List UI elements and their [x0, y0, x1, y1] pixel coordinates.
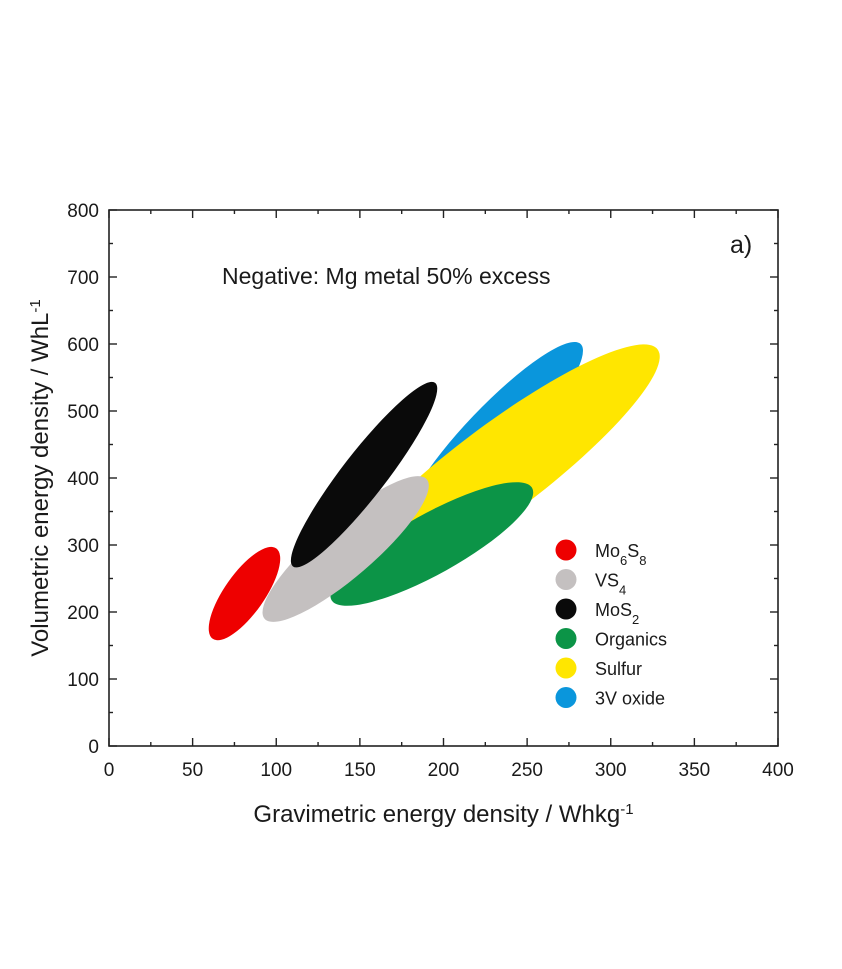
legend-label-part: Organics — [595, 630, 667, 650]
legend-label: Sulfur — [595, 659, 642, 679]
region-vs4 — [262, 476, 429, 622]
x-tick-label: 300 — [595, 760, 627, 781]
y-axis-label-main: Volumetric energy density / WhL — [27, 313, 54, 657]
y-tick-label: 400 — [67, 469, 99, 490]
legend-marker — [555, 598, 577, 620]
legend-label-part: 4 — [619, 582, 626, 597]
legend-label: Organics — [595, 630, 667, 650]
x-tick-label: 50 — [182, 760, 203, 781]
legend-marker — [555, 569, 577, 590]
region-organics — [330, 482, 534, 606]
x-axis-label: Gravimetric energy density / Whkg-1 — [253, 801, 633, 829]
legend-label-part: 8 — [639, 553, 646, 568]
y-tick-label: 0 — [88, 737, 99, 758]
y-tick-label: 800 — [67, 201, 99, 222]
axis-tick-labels: 0 50 100 150 200 250 300 350 400 0 100 200 300 400 500… — [67, 201, 794, 781]
x-tick-label: 0 — [104, 760, 115, 781]
x-axis-label-sup: -1 — [620, 801, 633, 818]
legend-label-part: VS — [595, 571, 619, 591]
legend-marker — [555, 687, 577, 708]
legend-label: MoS2 — [595, 600, 639, 627]
region-mo6s8 — [208, 546, 281, 641]
legend-label: 3V oxide — [595, 689, 665, 709]
x-tick-label: 400 — [762, 760, 794, 781]
axis-ticks — [108, 209, 779, 747]
legend-label-part: Mo — [595, 541, 620, 561]
y-tick-label: 200 — [67, 603, 99, 624]
x-tick-label: 150 — [344, 760, 376, 781]
legend-label-part: S — [627, 541, 639, 561]
annotation-text: Negative: Mg metal 50% excess — [222, 263, 551, 289]
legend-label-part: Sulfur — [595, 659, 642, 679]
legend-label: Mo6S8 — [595, 541, 647, 568]
legend-label-part: 6 — [620, 553, 627, 568]
x-axis-label-main: Gravimetric energy density / Whkg — [253, 801, 620, 828]
y-tick-label: 700 — [67, 268, 99, 289]
x-tick-label: 250 — [511, 760, 543, 781]
legend-label: VS4 — [595, 571, 626, 598]
x-tick-label: 200 — [428, 760, 460, 781]
y-tick-label: 100 — [67, 670, 99, 691]
legend-marker — [555, 539, 577, 561]
y-tick-label: 500 — [67, 402, 99, 423]
legend-marker — [555, 657, 577, 679]
x-tick-label: 100 — [260, 760, 292, 781]
y-tick-label: 600 — [67, 335, 99, 356]
y-tick-label: 300 — [67, 536, 99, 557]
legend-label-part: 2 — [632, 612, 639, 627]
legend-label-part: MoS — [595, 600, 632, 620]
material-regions — [208, 341, 660, 641]
panel-label: a) — [730, 231, 752, 259]
region-mos2 — [290, 381, 438, 568]
y-axis-label-sup: -1 — [27, 299, 44, 312]
y-axis-label: Volumetric energy density / WhL-1 — [27, 299, 55, 657]
x-tick-label: 350 — [679, 760, 711, 781]
legend-marker — [555, 628, 577, 649]
legend-label-part: 3V oxide — [595, 689, 665, 709]
